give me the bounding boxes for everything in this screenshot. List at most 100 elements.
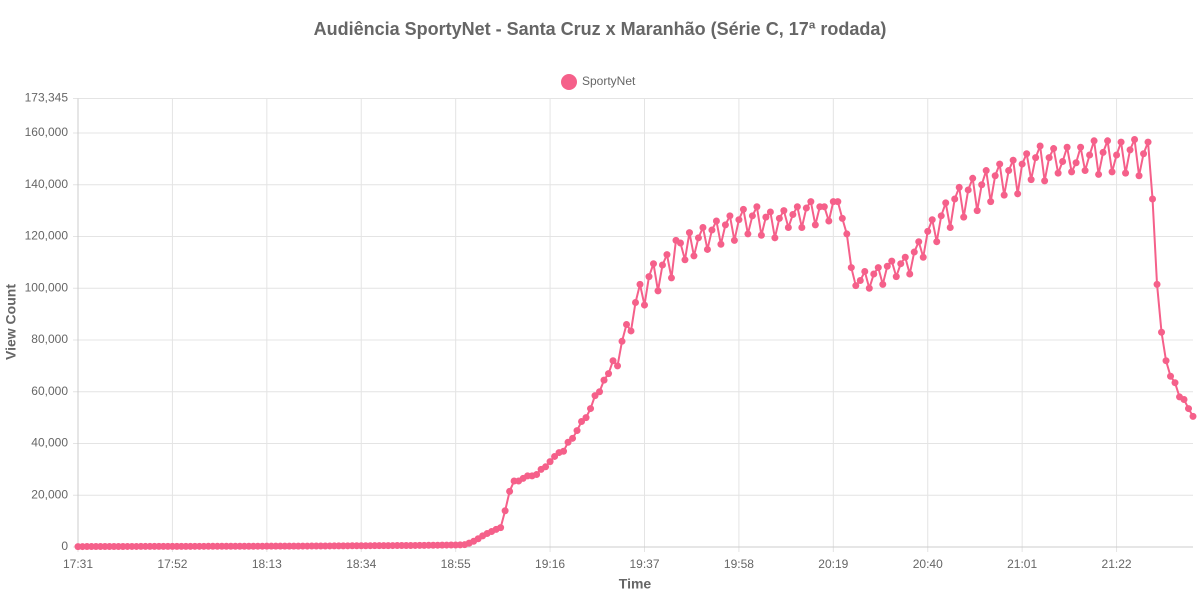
x-tick-label: 19:37 (629, 557, 659, 571)
data-point (757, 231, 765, 239)
data-point (901, 253, 909, 261)
data-point (1077, 143, 1085, 151)
data-point (730, 236, 738, 244)
data-point (784, 223, 792, 231)
data-point (582, 414, 590, 422)
data-point (1009, 156, 1017, 164)
data-point (1005, 167, 1013, 175)
y-tick-label: 100,000 (25, 280, 69, 294)
y-tick-label: 0 (61, 539, 68, 553)
data-point (694, 234, 702, 242)
data-point (883, 262, 891, 270)
data-point (1180, 396, 1188, 404)
data-point (834, 198, 842, 206)
data-point (667, 274, 675, 282)
data-point (605, 370, 613, 378)
data-point (897, 260, 905, 268)
data-point (735, 216, 743, 224)
data-point (748, 212, 756, 220)
data-point (645, 273, 653, 281)
chart-title: Audiência SportyNet - Santa Cruz x Maran… (314, 19, 887, 39)
data-point (1144, 138, 1152, 146)
legend-label: SportyNet (582, 74, 636, 88)
data-point (1050, 145, 1058, 153)
data-point (1018, 160, 1026, 168)
data-point (807, 198, 815, 206)
y-tick-label: 40,000 (31, 436, 68, 450)
data-point (766, 208, 774, 216)
data-point (699, 223, 707, 231)
data-point (946, 223, 954, 231)
data-point (775, 214, 783, 222)
data-point (1126, 146, 1134, 154)
data-point (991, 172, 999, 180)
data-point (865, 284, 873, 292)
data-point (861, 267, 869, 275)
data-point (933, 238, 941, 246)
data-point (892, 273, 900, 281)
data-point (978, 181, 986, 189)
y-tick-label: 20,000 (31, 487, 68, 501)
x-tick-label: 21:22 (1102, 557, 1132, 571)
data-point (596, 388, 604, 396)
data-point (1104, 137, 1112, 145)
data-point (852, 282, 860, 290)
x-tick-label: 19:16 (535, 557, 565, 571)
data-point (1027, 176, 1035, 184)
data-point (825, 217, 833, 225)
data-point (762, 213, 770, 221)
data-point (1023, 150, 1031, 158)
data-point (906, 270, 914, 278)
data-point (533, 471, 541, 479)
data-point (1140, 150, 1148, 158)
x-tick-label: 19:58 (724, 557, 754, 571)
data-point (1054, 169, 1062, 177)
data-point (1014, 190, 1022, 198)
data-point (915, 238, 923, 246)
data-point (546, 458, 554, 466)
data-point (847, 264, 855, 272)
data-point (987, 198, 995, 206)
data-point (1099, 148, 1107, 156)
data-point (1135, 172, 1143, 180)
data-point (1063, 143, 1071, 151)
data-point (542, 463, 550, 471)
data-point (1036, 142, 1044, 150)
data-point (789, 211, 797, 219)
data-point (600, 376, 608, 384)
data-point (870, 270, 878, 278)
data-point (614, 362, 622, 370)
x-tick-label: 18:34 (346, 557, 376, 571)
data-point (1189, 412, 1197, 420)
data-point (780, 207, 788, 215)
data-point (1167, 372, 1175, 380)
x-tick-label: 21:01 (1007, 557, 1037, 571)
data-point (1162, 357, 1170, 365)
data-point (1095, 170, 1103, 178)
series-line (77, 135, 1194, 548)
data-point (654, 287, 662, 295)
data-point (1113, 151, 1121, 159)
data-point (919, 253, 927, 261)
data-point (1032, 154, 1040, 162)
data-point (658, 261, 666, 269)
data-point (636, 280, 644, 288)
x-axis-title: Time (619, 576, 652, 592)
data-point (888, 257, 896, 265)
data-point (1171, 379, 1179, 387)
y-tick-label: 140,000 (25, 177, 69, 191)
y-tick-label: 173,345 (25, 91, 69, 105)
data-point (910, 248, 918, 256)
data-point (632, 298, 639, 306)
data-point (753, 203, 761, 211)
data-point (1072, 159, 1080, 167)
data-point (942, 199, 950, 207)
data-point (506, 487, 514, 495)
data-point (955, 183, 963, 191)
data-point (879, 280, 887, 288)
data-point (951, 195, 959, 203)
data-point (843, 230, 851, 238)
data-point (924, 227, 932, 235)
data-point (982, 167, 990, 175)
data-point (820, 203, 828, 211)
